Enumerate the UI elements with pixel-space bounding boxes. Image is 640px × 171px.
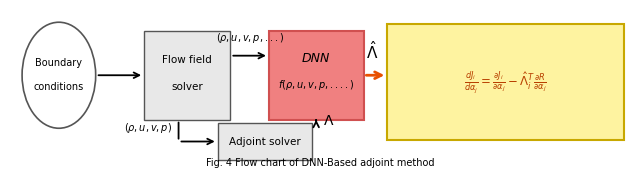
Text: DNN: DNN [302, 52, 330, 65]
Text: solver: solver [172, 82, 203, 92]
Text: $f(\rho,u,v,p,....)$: $f(\rho,u,v,p,....)$ [278, 78, 355, 93]
Text: $(\rho,u,v,p)$: $(\rho,u,v,p)$ [124, 121, 172, 135]
Text: Boundary: Boundary [35, 58, 83, 68]
FancyBboxPatch shape [387, 24, 624, 140]
FancyBboxPatch shape [269, 31, 364, 120]
Text: $\hat{\Lambda}$: $\hat{\Lambda}$ [366, 40, 378, 62]
Ellipse shape [22, 22, 96, 128]
FancyBboxPatch shape [218, 123, 312, 160]
Text: conditions: conditions [34, 82, 84, 92]
Text: $(\rho,u,v,p,...)$: $(\rho,u,v,p,...)$ [216, 31, 284, 45]
FancyBboxPatch shape [144, 31, 230, 120]
Text: Fig. 4 Flow chart of DNN-Based adjoint method: Fig. 4 Flow chart of DNN-Based adjoint m… [205, 158, 435, 168]
Text: $\Lambda$: $\Lambda$ [323, 114, 334, 128]
Text: $\frac{dJ_i}{d\alpha_j}=\frac{\partial J_i}{\partial \alpha_j}-\hat{\Lambda}_i^T: $\frac{dJ_i}{d\alpha_j}=\frac{\partial J… [464, 69, 547, 95]
Text: Flow field: Flow field [163, 55, 212, 65]
Text: Adjoint solver: Adjoint solver [229, 136, 301, 147]
